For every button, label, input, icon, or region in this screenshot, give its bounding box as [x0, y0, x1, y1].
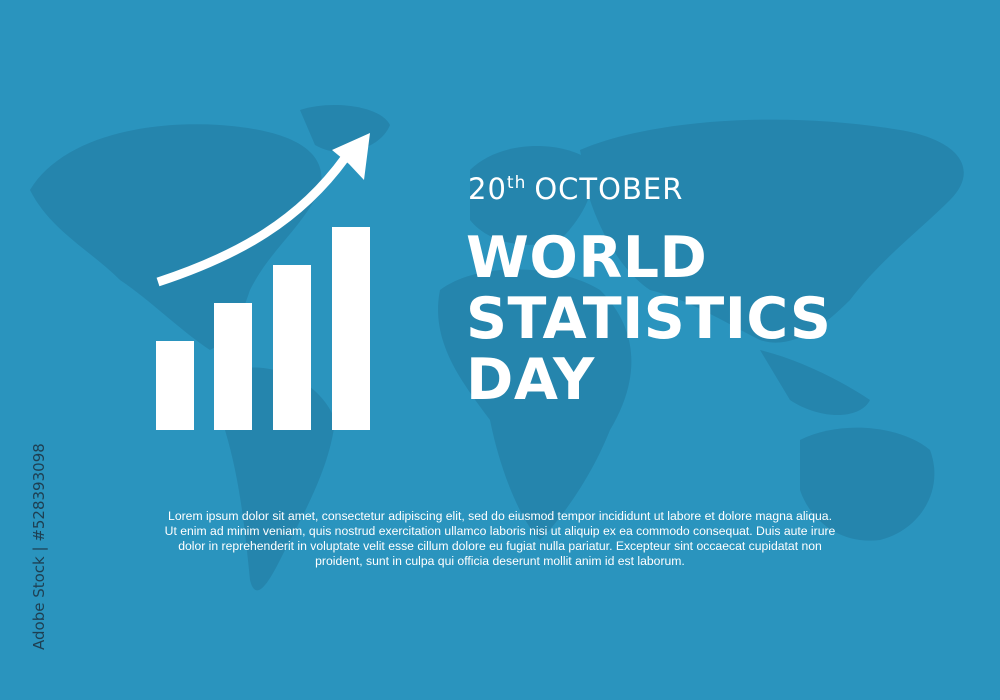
growth-arrow-line [156, 155, 349, 287]
page-title: WORLD STATISTICS DAY [466, 228, 831, 411]
chart-bar-4 [332, 227, 370, 430]
australia [800, 427, 935, 541]
description-line: dolor in reprehenderit in voluptate veli… [178, 539, 822, 553]
stock-credit: Adobe Stock | #528393098 [30, 443, 48, 650]
africa [438, 269, 632, 540]
southeast-asia [760, 350, 870, 415]
north-america [30, 124, 322, 351]
europe [470, 146, 593, 245]
description-text: Lorem ipsum dolor sit amet, consectetur … [130, 509, 870, 569]
growth-arrow-head [332, 133, 370, 180]
chart-bar-1 [156, 341, 194, 430]
date-day: 20 [468, 172, 507, 206]
statistics-chart-icon [156, 133, 370, 430]
chart-bar-2 [214, 303, 252, 430]
title-line-1: WORLD [466, 225, 708, 291]
date-month: OCTOBER [534, 172, 684, 206]
event-date: 20th OCTOBER [468, 172, 683, 206]
description-line: Lorem ipsum dolor sit amet, consectetur … [168, 509, 832, 523]
date-ordinal: th [506, 173, 527, 193]
description-line: proident, sunt in culpa qui officia dese… [315, 554, 685, 568]
asia [580, 119, 964, 343]
chart-bar-3 [273, 265, 311, 430]
description-line: Ut enim ad minim veniam, quis nostrud ex… [164, 524, 836, 538]
title-line-3: DAY [466, 347, 595, 413]
title-line-2: STATISTICS [466, 286, 832, 352]
